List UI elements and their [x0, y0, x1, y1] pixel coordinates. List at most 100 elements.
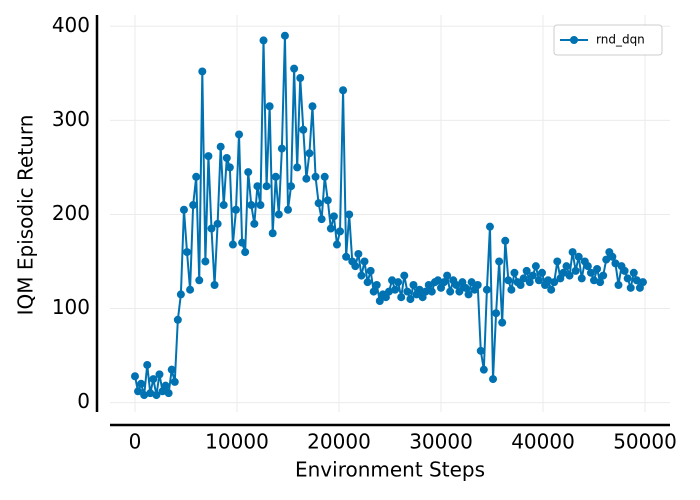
data-point — [550, 278, 559, 287]
data-point — [134, 387, 143, 396]
data-point — [204, 152, 213, 161]
data-point — [384, 287, 393, 296]
data-point — [271, 172, 280, 181]
data-point — [427, 287, 436, 296]
x-tick-label: 50000 — [613, 430, 677, 454]
data-point — [482, 285, 491, 294]
data-point — [455, 287, 464, 296]
data-point — [210, 280, 219, 289]
data-point — [467, 278, 476, 287]
data-point — [593, 265, 602, 274]
data-point — [323, 196, 332, 205]
data-point — [577, 274, 586, 283]
data-point — [369, 287, 378, 296]
data-point — [461, 283, 470, 292]
data-point — [183, 248, 192, 257]
data-point — [489, 375, 498, 384]
data-point — [388, 276, 397, 285]
data-point — [611, 259, 620, 268]
x-axis-label: Environment Steps — [295, 458, 485, 482]
data-point — [143, 360, 152, 369]
data-point — [198, 67, 207, 76]
data-point — [277, 144, 286, 153]
data-point — [632, 276, 641, 285]
y-tick-label: 0 — [77, 389, 90, 413]
y-tick-label: 100 — [52, 295, 90, 319]
data-point — [351, 262, 360, 271]
data-point — [446, 287, 455, 296]
data-point — [537, 268, 546, 277]
data-point — [164, 389, 173, 398]
data-point — [345, 210, 354, 219]
data-point — [207, 224, 216, 233]
data-point — [290, 64, 299, 73]
data-point — [586, 268, 595, 277]
series-line — [134, 35, 644, 398]
data-point — [531, 262, 540, 271]
data-point — [443, 271, 452, 280]
data-point — [170, 377, 179, 386]
data-point — [590, 276, 599, 285]
legend-label: rnd_dqn — [596, 33, 645, 47]
data-point — [476, 346, 485, 355]
data-point — [280, 31, 289, 40]
x-tick-label: 30000 — [409, 430, 473, 454]
data-point — [391, 285, 400, 294]
data-point — [620, 266, 629, 275]
data-point — [250, 219, 259, 228]
data-point — [336, 227, 345, 236]
data-point — [357, 271, 366, 280]
data-point — [528, 271, 537, 280]
data-point — [547, 285, 556, 294]
legend: rnd_dqn — [553, 24, 663, 56]
data-point — [516, 280, 525, 289]
data-point — [501, 236, 510, 245]
data-point — [213, 219, 222, 228]
data-point — [363, 278, 372, 287]
data-point — [522, 266, 531, 275]
data-point — [354, 249, 363, 258]
data-point — [146, 389, 155, 398]
data-point — [614, 280, 623, 289]
data-point — [415, 285, 424, 294]
data-point — [409, 280, 418, 289]
data-point — [424, 280, 433, 289]
data-point — [201, 257, 210, 266]
data-point — [559, 268, 568, 277]
data-point — [464, 290, 473, 299]
data-point — [173, 315, 182, 324]
data-point — [314, 199, 323, 208]
data-point — [596, 278, 605, 287]
data-point — [421, 287, 430, 296]
data-point — [259, 36, 268, 45]
y-axis-label: IQM Episodic Return — [14, 115, 38, 316]
data-point — [553, 257, 562, 266]
data-point — [167, 365, 176, 374]
data-point — [287, 182, 296, 191]
data-point — [186, 285, 195, 294]
data-point — [238, 238, 247, 247]
y-tick-label: 400 — [52, 13, 90, 37]
data-point — [176, 290, 185, 299]
data-point — [222, 153, 231, 162]
data-point — [440, 278, 449, 287]
data-point — [155, 370, 164, 379]
data-point — [320, 172, 329, 181]
data-point — [311, 172, 320, 181]
data-point — [231, 205, 240, 214]
data-point — [192, 172, 201, 181]
data-point — [571, 266, 580, 275]
data-point — [366, 266, 375, 275]
data-point — [268, 229, 277, 238]
data-point — [305, 149, 314, 158]
data-point — [253, 182, 262, 191]
data-point — [568, 248, 577, 257]
data-point — [302, 174, 311, 183]
data-point — [485, 222, 494, 231]
legend-marker — [570, 36, 578, 44]
data-point — [262, 182, 271, 191]
data-point — [152, 391, 161, 400]
x-tick-label: 40000 — [511, 430, 575, 454]
data-point — [137, 379, 146, 388]
